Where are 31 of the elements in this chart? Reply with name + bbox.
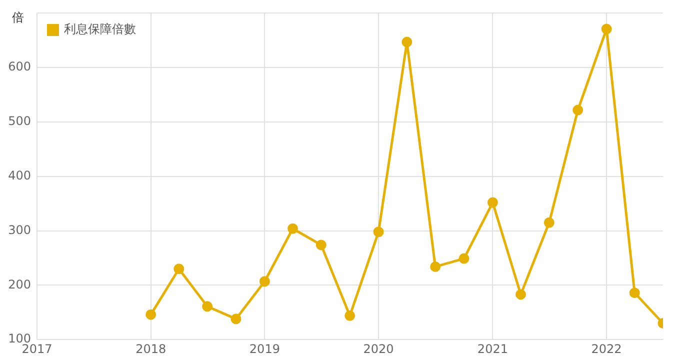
y-tick-label: 500 bbox=[8, 114, 31, 128]
point bbox=[344, 310, 356, 321]
point bbox=[487, 197, 498, 208]
y-tick-label: 600 bbox=[8, 60, 31, 74]
x-tick-label: 2020 bbox=[363, 342, 394, 356]
point bbox=[516, 289, 526, 300]
point bbox=[402, 36, 412, 48]
point bbox=[572, 104, 584, 116]
point bbox=[601, 24, 612, 34]
x-tick-label: 2021 bbox=[477, 342, 508, 356]
y-axis-title: 倍 bbox=[12, 10, 24, 24]
point bbox=[629, 288, 640, 298]
x-tick-label: 2018 bbox=[136, 342, 166, 356]
point bbox=[288, 223, 298, 234]
x-tick-label: 2017 bbox=[22, 342, 52, 356]
y-tick-label: 200 bbox=[8, 277, 31, 292]
y-tick-label: 300 bbox=[8, 222, 31, 237]
point bbox=[202, 301, 213, 312]
point bbox=[430, 261, 441, 272]
point bbox=[146, 309, 156, 320]
point bbox=[544, 217, 554, 228]
point bbox=[458, 253, 470, 264]
point bbox=[174, 264, 184, 274]
point bbox=[259, 276, 270, 287]
point bbox=[230, 314, 242, 324]
y-tick-label: 400 bbox=[8, 168, 31, 183]
point bbox=[316, 240, 326, 250]
x-tick-label: 2022 bbox=[591, 342, 622, 356]
legend-label: 利息保障倍數 bbox=[64, 21, 136, 38]
x-tick-label: 2019 bbox=[249, 342, 280, 356]
point bbox=[373, 226, 384, 238]
